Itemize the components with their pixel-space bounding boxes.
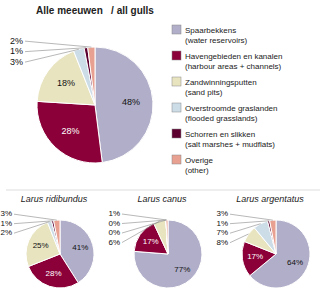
legend-swatch <box>172 155 181 164</box>
pie-slice <box>84 47 95 105</box>
legend-item: Havengebieden en kanalen(harbour areas +… <box>172 51 282 71</box>
legend-item: Zandwinningsputten(sand pits) <box>172 77 257 97</box>
pie-slice <box>54 220 60 254</box>
leader-line <box>230 214 273 220</box>
chart-canvas: Alle meeuwen / all gulls48%28%18%2%1%3%S… <box>0 0 326 307</box>
data-label: 25% <box>33 241 49 250</box>
pie-slice <box>268 221 276 254</box>
legend-swatch <box>172 103 181 112</box>
leader-line <box>25 49 79 62</box>
leader-line <box>230 234 248 243</box>
data-label: 1% <box>108 209 120 218</box>
chart-title: Larus canus <box>137 194 187 204</box>
data-label: 6% <box>108 238 120 247</box>
data-label: 17% <box>143 237 159 246</box>
data-label: 17% <box>247 252 263 261</box>
legend-swatch <box>172 51 181 60</box>
pie-chart: Alle meeuwen / all gulls 48% 28% 18% 2%1%3% <box>10 5 154 163</box>
pie-slice <box>95 47 153 163</box>
leader-line <box>230 221 269 224</box>
data-label: 3% <box>216 209 228 218</box>
data-label: 3% <box>0 209 12 218</box>
pie-chart: Larus ridibundus 41% 28% 25% 3%1%2% <box>0 194 94 288</box>
pie-plot: 41% 28% 25% 3%1%2% <box>0 209 94 288</box>
chart-title: Alle meeuwen / all gulls <box>36 5 154 16</box>
data-label: 7% <box>216 228 228 237</box>
legend-swatch <box>172 129 181 138</box>
legend-item: Overige(other) <box>172 155 214 175</box>
data-label: 2% <box>0 228 12 237</box>
pie-chart: Larus argentatus 64% 17% 3%1%7%8% <box>216 194 310 288</box>
legend-swatch <box>172 77 181 86</box>
pie-slice <box>166 220 168 254</box>
data-label: 3% <box>10 57 23 67</box>
legend-label: Overige(other) <box>185 156 214 175</box>
pie-slice <box>37 101 102 163</box>
data-label: 1% <box>0 219 12 228</box>
chart-title: Larus ridibundus <box>21 194 88 204</box>
data-label: 8% <box>216 238 228 247</box>
data-label: 77% <box>174 265 190 274</box>
data-label: 48% <box>122 97 140 107</box>
legend: Spaarbekkens(water reservoirs) Havengebie… <box>172 25 282 175</box>
chart-title: Larus argentatus <box>236 194 304 204</box>
legend-label: Spaarbekkens(water reservoirs) <box>185 26 248 45</box>
pie-slice <box>166 220 168 254</box>
legend-label: Havengebieden en kanalen(harbour areas +… <box>185 52 282 71</box>
pie-slice <box>270 220 276 254</box>
pie-plot: 48% 28% 18% 2%1%3% <box>10 36 153 163</box>
data-label: 1% <box>10 46 23 56</box>
pie-slice <box>166 220 168 254</box>
leader-line <box>14 214 57 220</box>
data-label: 18% <box>57 78 75 88</box>
pie-slice <box>88 47 95 105</box>
legend-label: Schorren en slikken(salt marshes + mudfl… <box>185 130 275 149</box>
pie-chart: Larus canus77%17%1%0%0%6% <box>108 194 202 288</box>
data-label: 41% <box>72 243 88 252</box>
legend-item: Schorren en slikken(salt marshes + mudfl… <box>172 129 275 149</box>
legend-swatch <box>172 25 181 34</box>
data-label: 0% <box>108 219 120 228</box>
leader-line <box>122 221 160 242</box>
legend-label: Zandwinningsputten(sand pits) <box>185 78 257 97</box>
data-label: 28% <box>45 269 61 278</box>
leader-line <box>122 214 167 220</box>
data-label: 1% <box>216 219 228 228</box>
data-label: 0% <box>108 228 120 237</box>
section-divider <box>6 190 320 191</box>
leader-line <box>230 224 261 233</box>
data-label: 2% <box>10 36 23 46</box>
legend-item: Spaarbekkens(water reservoirs) <box>172 25 248 45</box>
legend-item: Overstroomde graslanden(flooded grasslan… <box>172 103 278 123</box>
leader-line <box>122 220 166 233</box>
pie-plot: 64% 17% 3%1%7%8% <box>216 209 310 288</box>
pie-slice <box>52 221 60 254</box>
leader-line <box>25 41 91 47</box>
data-label: 28% <box>61 126 79 136</box>
leader-line <box>14 222 49 234</box>
legend-label: Overstroomde graslanden(flooded grasslan… <box>185 104 278 123</box>
pie-plot: 77%17%1%0%0%6% <box>108 209 202 288</box>
pie-slice <box>134 220 202 288</box>
data-label: 64% <box>287 258 303 267</box>
